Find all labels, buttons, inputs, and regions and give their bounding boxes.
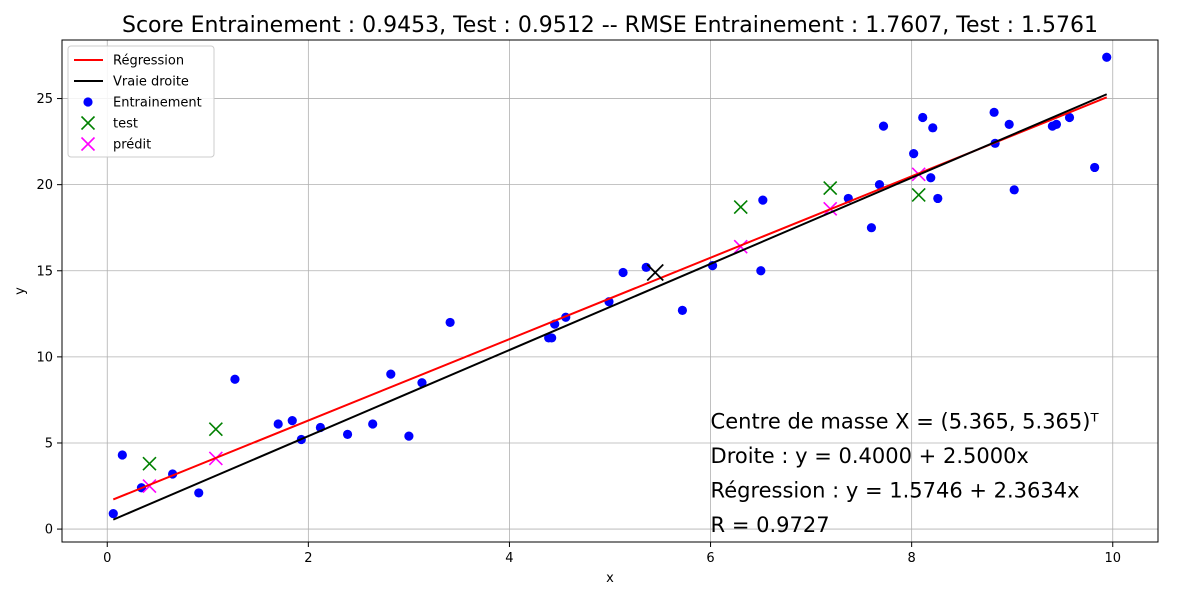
train-point [989,107,999,117]
train-point [1004,119,1014,129]
plot-marks [108,52,1112,521]
train-point [918,112,928,123]
test-point [208,422,223,437]
legend-box [67,45,215,158]
y-tick-label: 20 [36,178,53,193]
test-point [142,456,157,471]
train-point [1009,185,1019,195]
y-tick-label: 5 [45,436,53,451]
y-axis-label: y [13,287,28,295]
y-tick-label: 15 [36,264,53,279]
train-point [386,369,396,379]
train-point [1102,52,1112,62]
train-point [866,223,877,233]
train-point [445,317,455,328]
y-tick-label: 10 [36,350,53,365]
test-point [911,187,926,203]
x-tick-label: 8 [908,551,916,566]
train-point [417,378,427,388]
train-point [194,488,204,498]
true-line [112,93,1108,521]
train-point [547,333,557,343]
x-tick-label: 10 [1104,551,1121,566]
train-point [1051,119,1062,129]
train-point [618,267,628,278]
plot-frame [61,39,1159,543]
train-point [404,431,414,441]
predicted-point [733,239,748,254]
predicted-point [142,478,157,494]
legend-dot-swatch [83,97,93,107]
x-axis-label: x [606,571,614,586]
train-point [928,123,938,133]
annotation-line: Droite : y = 0.4000 + 2.5000x [711,444,1029,468]
x-tick-label: 0 [103,551,111,566]
train-point [878,121,889,131]
y-tick-label: 0 [45,523,53,538]
legend-label: Vraie droite [113,75,189,90]
train-point [368,419,378,429]
train-point [230,374,240,384]
test-point [733,199,748,215]
train-point [1064,112,1075,123]
legend: Régression Vraie droite Entrainement test pr… [67,45,215,158]
legend-x-swatch [80,115,96,131]
annotation-line: R = 0.9727 [711,513,830,537]
y-tick-label: 25 [36,92,53,107]
x-tick-label: 2 [304,551,312,566]
train-point [108,508,118,519]
annotation-line: Centre de masse X = (5.365, 5.365)ᵀ [711,410,1100,434]
train-point [287,415,297,426]
train-point [756,266,766,276]
train-point [117,450,127,460]
grid [62,40,1158,542]
legend-label: prédit [113,138,151,153]
x-tick-label: 6 [706,551,714,566]
train-point [926,173,936,183]
train-point [909,149,919,159]
annotations: Centre de masse X = (5.365, 5.365)ᵀ Droit… [711,410,1100,537]
train-point [933,193,943,204]
test-point [823,181,838,196]
center-of-mass-marker [646,263,664,282]
legend-label: Régression [113,54,184,69]
train-point [1090,162,1100,173]
annotation-line: Régression : y = 1.5746 + 2.3634x [711,478,1080,502]
chart-title: Score Entrainement : 0.9453, Test : 0.95… [122,13,1098,38]
train-point [874,180,885,190]
train-point [677,305,687,315]
legend-x-swatch [80,136,96,152]
train-point [758,195,768,205]
legend-label: test [113,117,138,132]
train-point [342,429,353,439]
axis-ticks: 0 2 4 6 8 10 0 5 10 15 20 25 [36,92,1121,566]
x-tick-label: 4 [505,551,513,566]
legend-label: Entrainement [113,96,202,111]
train-point [273,419,283,429]
